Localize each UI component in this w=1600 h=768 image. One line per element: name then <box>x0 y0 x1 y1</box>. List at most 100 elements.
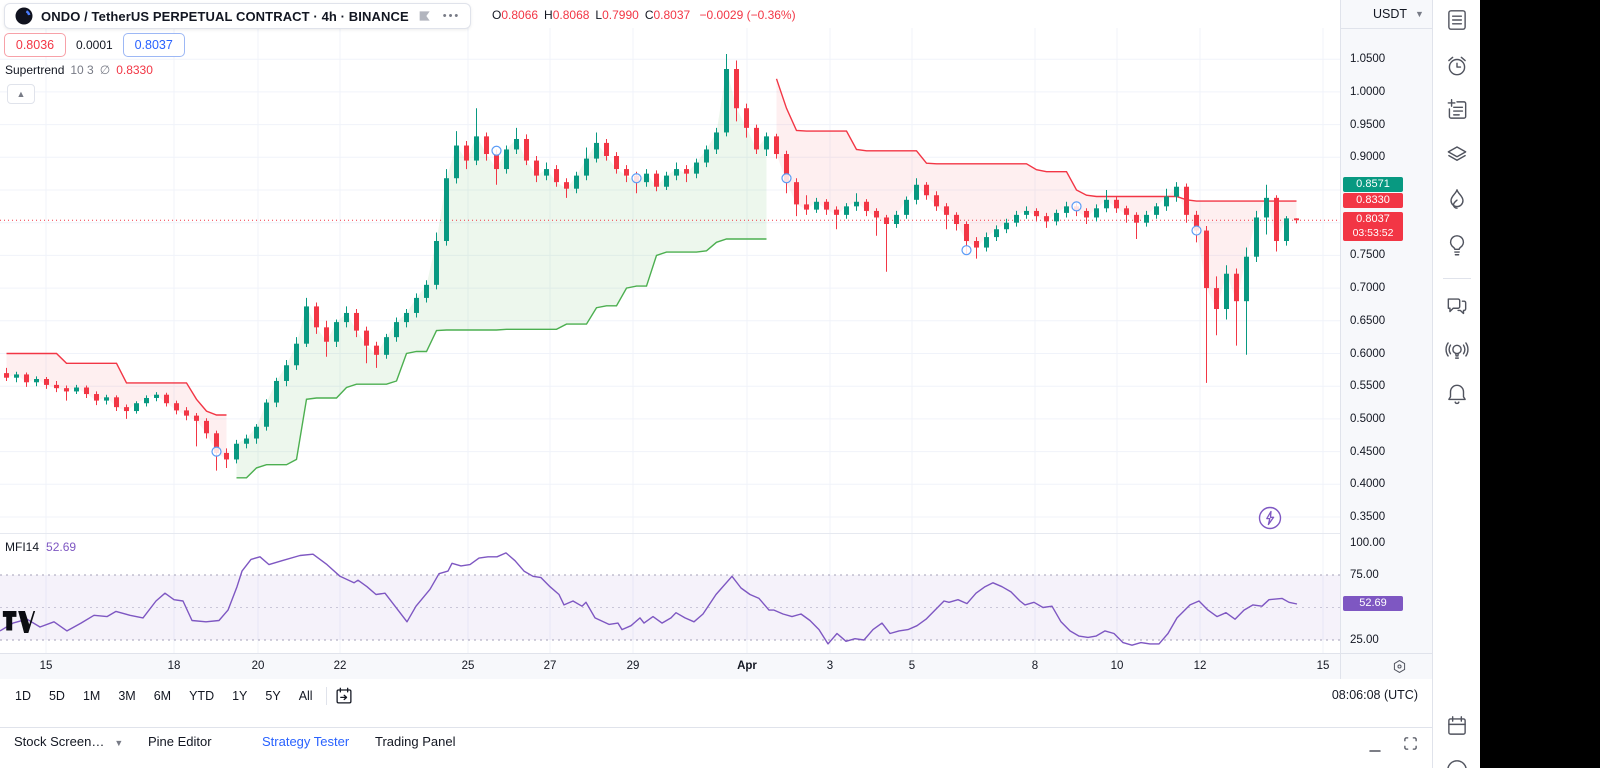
footer-tab-stock-screen-[interactable]: Stock Screen… ▼ <box>14 734 124 749</box>
hotlists-icon[interactable] <box>1444 186 1470 212</box>
ideas-icon[interactable] <box>1444 232 1470 258</box>
candle-body <box>774 136 779 155</box>
chevron-down-icon[interactable]: ▼ <box>1415 9 1424 19</box>
price-level-badge-green: 0.8571 <box>1343 177 1403 193</box>
candle-body <box>54 384 59 389</box>
buy-button[interactable]: 0.8037 <box>122 33 185 57</box>
candle-body <box>1234 273 1239 302</box>
candle-body <box>1144 214 1149 223</box>
currency-toggle[interactable]: USDT <box>1373 7 1408 21</box>
economic-calendar-icon[interactable] <box>1444 757 1470 768</box>
minimize-panel-button[interactable] <box>1368 740 1382 759</box>
candle-body <box>214 433 219 453</box>
price-change: −0.0029 (−0.36%) <box>699 8 796 22</box>
ohlc-label: H <box>544 8 553 22</box>
candle-body <box>404 312 409 323</box>
more-options-icon[interactable]: ••• <box>442 10 461 22</box>
chevron-up-icon: ▲ <box>16 89 26 99</box>
candle-body <box>1064 206 1069 213</box>
supertrend-legend[interactable]: Supertrend 10 3 ∅ 0.8330 <box>5 63 153 77</box>
signal-marker <box>1071 201 1082 212</box>
goto-date-button[interactable] <box>333 678 355 712</box>
journal-icon[interactable] <box>1444 97 1470 123</box>
footer-tab-trading-panel[interactable]: Trading Panel <box>375 734 456 749</box>
candle-body <box>294 343 299 366</box>
chat-icon[interactable] <box>1444 292 1470 318</box>
candle-body <box>104 397 109 401</box>
ohlc-label: O <box>492 8 502 22</box>
candle-body <box>344 312 349 323</box>
candle-body <box>574 175 579 189</box>
last-price-badge: 0.8037 03:53:52 <box>1343 212 1403 242</box>
range-button-3m[interactable]: 3M <box>118 689 136 703</box>
candle-body <box>274 380 279 403</box>
range-button-1y[interactable]: 1Y <box>232 689 248 703</box>
time-axis[interactable]: 15 18 20 22 25 27 29 Apr 3 5 8 10 12 15 <box>0 653 1340 679</box>
footer-tab-strategy-tester[interactable]: Strategy Tester <box>262 734 350 749</box>
candle-body <box>514 138 519 150</box>
price-tick-label: 0.7000 <box>1350 282 1386 295</box>
candle-body <box>224 452 229 460</box>
candle-body <box>1084 210 1089 218</box>
candle-body <box>854 201 859 207</box>
legend-collapse-button[interactable]: ▲ <box>7 84 35 104</box>
symbol-pill[interactable]: ONDO / TetherUS PERPETUAL CONTRACT · 4h … <box>4 3 472 29</box>
candle-body <box>934 195 939 207</box>
candle-body <box>604 142 609 156</box>
footer-tab-pine-editor[interactable]: Pine Editor <box>148 734 212 749</box>
candle-body <box>974 241 979 248</box>
gear-icon[interactable] <box>1391 658 1408 675</box>
candle-body <box>584 158 589 176</box>
candle-body <box>34 379 39 383</box>
candle-body <box>1284 218 1289 242</box>
candle-body <box>64 388 69 392</box>
watchlist-icon[interactable] <box>1444 7 1470 33</box>
range-button-5d[interactable]: 5D <box>48 689 65 703</box>
alerts-icon[interactable] <box>1444 53 1470 79</box>
supertrend-name: Supertrend <box>5 63 65 77</box>
range-button-1m[interactable]: 1M <box>82 689 101 703</box>
mfi-legend[interactable]: MFI14 52.69 <box>5 540 76 554</box>
quick-trade-lightning-button[interactable] <box>1257 505 1283 536</box>
flag-icon[interactable] <box>417 8 433 24</box>
time-tick-label: 22 <box>333 660 347 672</box>
candle-body <box>414 297 419 313</box>
streams-icon[interactable] <box>1444 337 1470 363</box>
calendar-icon[interactable] <box>1444 713 1470 739</box>
price-tick-label: 0.5000 <box>1350 412 1386 425</box>
candle-body <box>1124 208 1129 215</box>
range-button-5y[interactable]: 5Y <box>265 689 281 703</box>
ohlc-value: 0.8037 <box>653 8 691 22</box>
candle-body <box>174 403 179 411</box>
candle-body <box>824 201 829 210</box>
supertrend-value: 0.8330 <box>116 63 153 77</box>
chevron-down-icon[interactable]: ▼ <box>114 738 124 748</box>
candle-body <box>1244 256 1249 302</box>
session-clock[interactable]: 08:06:08 (UTC) <box>1331 688 1418 702</box>
range-button-ytd[interactable]: YTD <box>189 689 215 703</box>
candle-body <box>94 394 99 401</box>
candle-body <box>194 415 199 421</box>
range-button-1d[interactable]: 1D <box>15 689 31 703</box>
candle-body <box>314 306 319 328</box>
candle-body <box>384 337 389 355</box>
time-tick-label: 10 <box>1110 660 1124 672</box>
candle-body <box>334 322 339 342</box>
price-axis[interactable]: USDT ▼ 1.0500 1.0000 0.9500 0.9000 0.7500 0.7… <box>1340 0 1433 678</box>
price-tick-label: 0.9000 <box>1350 151 1386 164</box>
notifications-icon[interactable] <box>1444 381 1470 407</box>
pane-separator[interactable] <box>0 533 1432 534</box>
object-tree-icon[interactable] <box>1444 141 1470 167</box>
chart-canvas[interactable] <box>0 28 1340 653</box>
range-button-all[interactable]: All <box>298 689 313 703</box>
time-tick-label: 15 <box>39 660 53 672</box>
supertrend-price-badge: 0.8330 <box>1343 193 1403 209</box>
signal-marker <box>961 245 972 256</box>
range-button-6m[interactable]: 6M <box>153 689 172 703</box>
price-tick-label: 1.0000 <box>1350 85 1386 98</box>
candle-body <box>24 374 29 383</box>
candle-body <box>794 182 799 205</box>
sell-button[interactable]: 0.8036 <box>4 33 66 57</box>
candle-body <box>1054 212 1059 222</box>
maximize-panel-button[interactable] <box>1403 736 1418 756</box>
